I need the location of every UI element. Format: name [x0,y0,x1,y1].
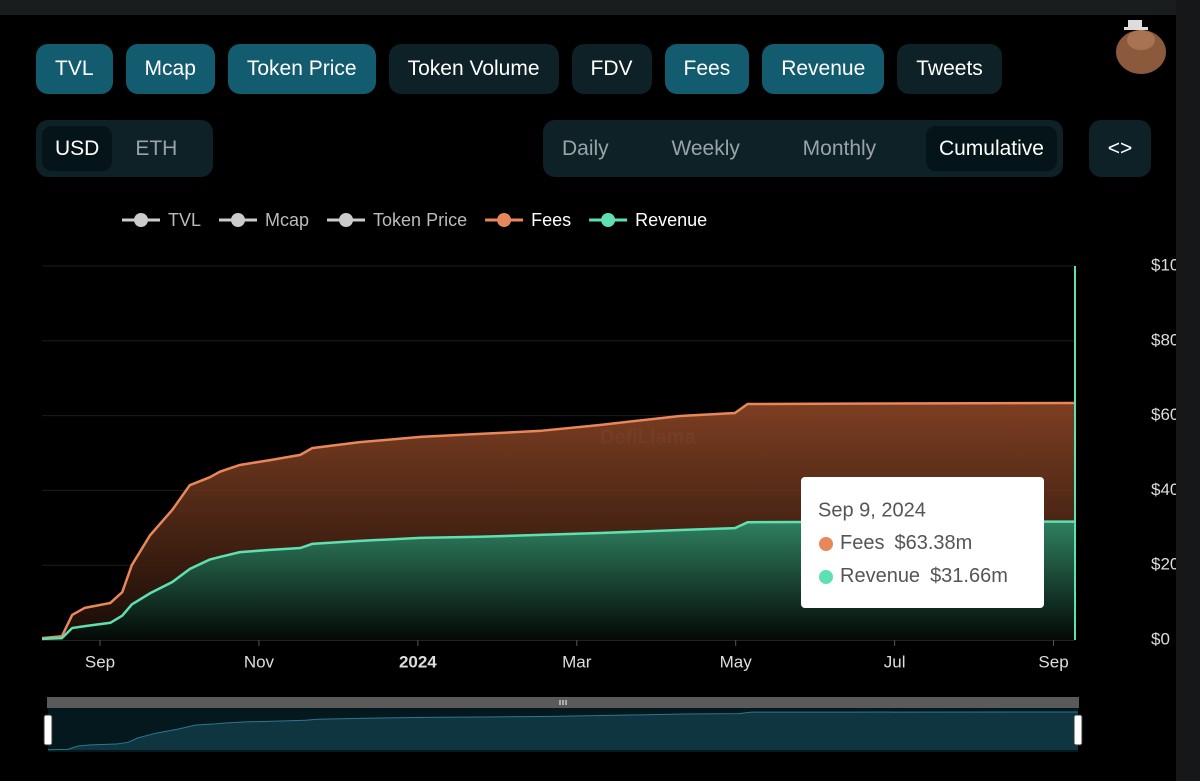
currency-switch: USD ETH [36,120,213,177]
period-switch: Daily Weekly Monthly Cumulative [543,120,1063,177]
legend-dot [339,213,354,227]
period-option[interactable]: Cumulative [925,126,1057,171]
tooltip-title: Sep 9, 2024 [818,499,926,521]
legend-dot [134,213,148,227]
brush-handle[interactable] [43,714,53,746]
metric-button[interactable]: Fees [664,44,750,94]
legend-dot [601,213,616,227]
tooltip-value: $63.38m [894,532,972,554]
x-tick-label: Sep [85,652,115,671]
side-strip [1176,0,1200,781]
tooltip-name: Fees [840,532,884,554]
series-line [41,401,1076,640]
x-tick-label: 2024 [399,652,437,671]
period-option[interactable]: Monthly [802,137,877,160]
tooltip-row: Revenue $31.66m [840,565,1008,587]
x-tick-label: Nov [244,652,275,671]
x-tick-label: May [720,652,753,671]
metric-button[interactable]: Tweets [897,44,1002,94]
series-line [41,520,1076,641]
tooltip-name: Revenue [840,565,920,587]
metric-toggles: TVL Mcap Token Price Token Volume FDV Fees Rev… [36,44,1002,94]
tooltip-value: $31.66m [930,565,1008,587]
metric-button[interactable]: Revenue [762,44,885,94]
tooltip [801,477,1044,608]
x-tick-label: Mar [562,652,592,671]
x-tick-label: Jul [884,652,906,671]
legend-label: Fees [531,210,571,230]
legend-label: TVL [168,210,201,230]
metric-button[interactable]: Token Volume [388,44,559,94]
metric-button[interactable]: Token Price [227,44,376,94]
x-tick-label: Sep [1038,652,1068,671]
brush-handle[interactable] [1073,714,1083,746]
tooltip-dot [819,570,833,584]
tooltip-row: Fees $63.38m [840,532,972,554]
logo [1116,20,1166,74]
y-tick-label: $0 [1151,629,1170,648]
metric-button[interactable]: Mcap [125,44,215,94]
legend-dot [231,213,246,227]
brush-line [47,711,1079,751]
tooltip-dot [819,537,833,551]
metric-button[interactable]: FDV [571,44,652,94]
currency-option[interactable]: USD [42,126,113,171]
top-bar [0,0,1200,15]
legend-dot [497,213,512,227]
legend-label: Token Price [373,210,467,230]
period-option[interactable]: Daily [562,137,609,160]
period-option[interactable]: Weekly [671,137,740,160]
currency-option[interactable]: ETH [135,137,178,160]
metric-button[interactable]: TVL [36,44,113,94]
legend-label: Revenue [635,210,707,230]
legend-label: Mcap [265,210,309,230]
brush-area [48,711,1078,750]
embed-button[interactable]: <> [1089,120,1151,177]
